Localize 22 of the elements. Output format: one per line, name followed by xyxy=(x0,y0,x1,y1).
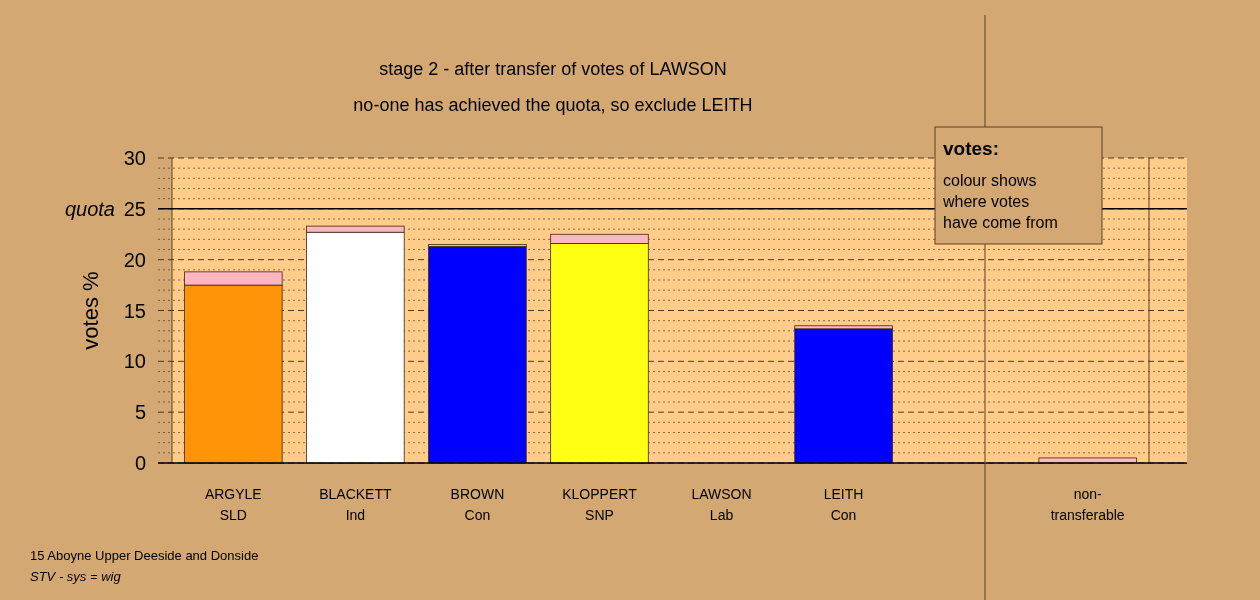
x-tick-label: ARGYLE SLD xyxy=(204,486,262,523)
y-tick-label: 5 xyxy=(134,401,146,424)
x-tick-label: BLACKETT Ind xyxy=(319,486,392,523)
text: 15 Aboyne Upper Deeside and Donside xyxy=(30,548,259,563)
annotation: votes: xyxy=(943,138,999,159)
x-tick-label: LAWSON Lab xyxy=(691,486,752,523)
x-tick-label: BROWN Con xyxy=(450,486,505,523)
text: STV - sys = wig xyxy=(30,569,122,584)
y-axis-title: votes % xyxy=(78,271,103,350)
y-tick-label: 20 xyxy=(123,248,146,271)
y-tick-label: 0 xyxy=(134,452,146,474)
x-tick-label: KLOPPERT SNP xyxy=(562,486,638,523)
annotation: colour shows where votes have come from xyxy=(942,172,1058,231)
x-tick-label: non- transferable xyxy=(1050,486,1125,523)
y-tick-label: 30 xyxy=(123,147,146,169)
chart-subtitle: no-one has achieved the quota, so exclude LEITH xyxy=(353,95,753,115)
y-tick-label: 25 xyxy=(123,197,146,220)
y-tick-label: 10 xyxy=(123,350,146,373)
ref-line-label: quota xyxy=(64,197,115,220)
y-tick-label: 15 xyxy=(123,299,146,322)
x-tick-label: LEITH Con xyxy=(823,486,864,523)
chart-title: stage 2 - after transfer of votes of LAWSON xyxy=(379,59,727,79)
